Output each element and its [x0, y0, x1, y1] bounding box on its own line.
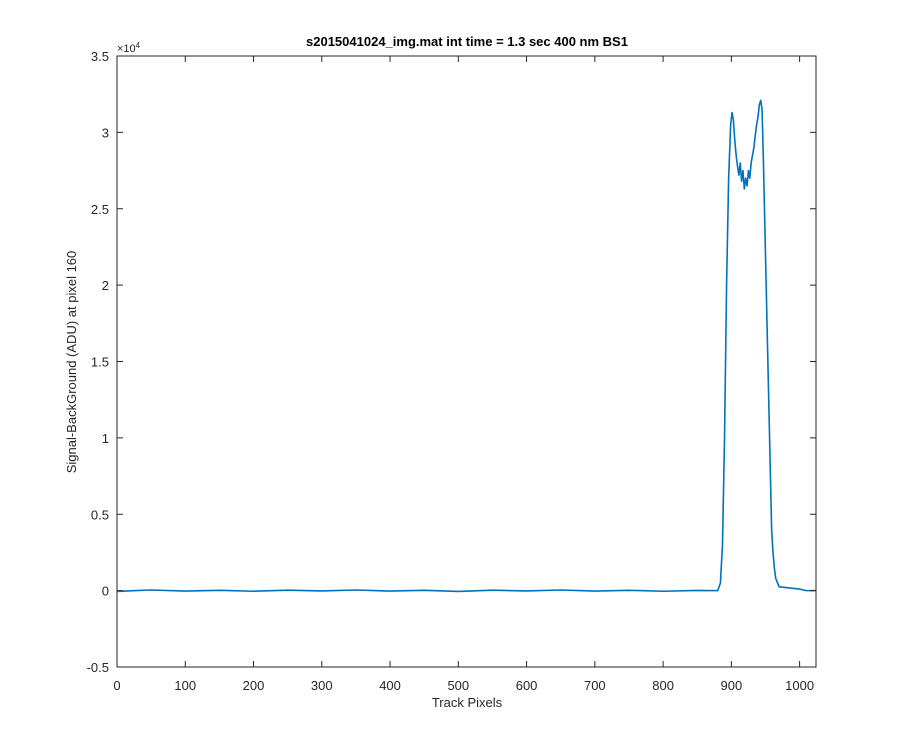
y-axis-exponent-power: 4	[136, 41, 141, 50]
chart-title: s2015041024_img.mat int time = 1.3 sec 4…	[306, 34, 628, 49]
y-tick-label: -0.5	[87, 660, 109, 675]
x-tick-label: 900	[721, 678, 743, 693]
x-axis-label: Track Pixels	[432, 695, 503, 710]
x-tick-label: 700	[584, 678, 606, 693]
x-tick-label: 800	[652, 678, 674, 693]
plot-area	[116, 55, 817, 668]
y-tick-label: 0.5	[91, 507, 109, 522]
x-tick-label: 500	[447, 678, 469, 693]
y-axis-exponent-base: ×10	[117, 43, 136, 55]
y-tick-label: 1	[102, 431, 109, 446]
y-tick-label: 2	[102, 278, 109, 293]
y-tick-label: 3.5	[91, 49, 109, 64]
y-axis-exponent: ×104	[117, 41, 141, 55]
y-tick-label: 2.5	[91, 202, 109, 217]
series-line-1	[116, 99, 816, 593]
x-tick-label: 300	[311, 678, 333, 693]
y-axis-label: Signal-BackGround (ADU) at pixel 160	[64, 251, 79, 474]
x-tick-label: 100	[174, 678, 196, 693]
x-tick-label: 200	[243, 678, 265, 693]
axes-box	[116, 55, 817, 668]
x-tick-label: 600	[516, 678, 538, 693]
x-tick-label: 400	[379, 678, 401, 693]
y-tick-label: 1.5	[91, 355, 109, 370]
y-tick-label: 3	[102, 125, 109, 140]
x-tick-label: 1000	[785, 678, 814, 693]
x-tick-label: 0	[113, 678, 120, 693]
y-tick-label: 0	[102, 584, 109, 599]
